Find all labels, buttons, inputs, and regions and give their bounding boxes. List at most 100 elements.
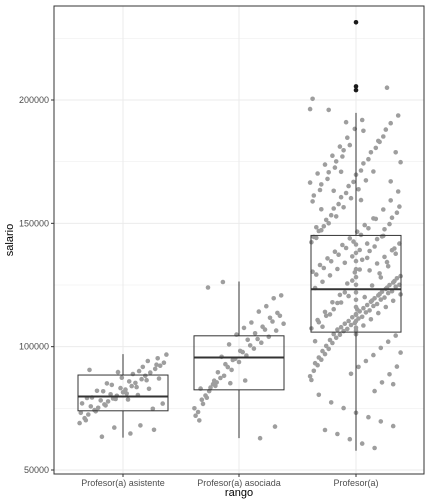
jitter-point bbox=[373, 145, 379, 151]
box-iqr bbox=[193, 335, 285, 391]
jitter-point bbox=[146, 386, 152, 392]
jitter-point bbox=[215, 370, 221, 375]
outlier-point bbox=[353, 87, 359, 93]
jitter-point bbox=[119, 375, 125, 381]
jitter-point bbox=[372, 388, 377, 394]
jitter-point bbox=[130, 371, 136, 377]
jitter-point bbox=[310, 96, 315, 102]
y-tick-label: 200000 bbox=[19, 95, 49, 105]
jitter-point bbox=[368, 150, 374, 155]
jitter-point bbox=[342, 260, 348, 266]
jitter-point bbox=[312, 360, 318, 366]
x-tick-label: Profesor(a) bbox=[333, 478, 378, 488]
jitter-point bbox=[346, 318, 351, 324]
jitter-point bbox=[326, 107, 332, 113]
jitter-point bbox=[343, 245, 349, 251]
y-axis-title: salario bbox=[4, 224, 16, 256]
jitter-point bbox=[323, 217, 329, 223]
jitter-point bbox=[99, 434, 105, 440]
jitter-point bbox=[357, 267, 363, 272]
jitter-point bbox=[150, 406, 156, 412]
jitter-point bbox=[335, 300, 340, 306]
jitter-point bbox=[332, 249, 338, 254]
jitter-point bbox=[385, 264, 391, 269]
jitter-point bbox=[327, 312, 333, 317]
jitter-point bbox=[392, 278, 397, 284]
jitter-point bbox=[278, 293, 284, 298]
jitter-point bbox=[345, 135, 350, 140]
jitter-point bbox=[317, 187, 323, 193]
jitter-point bbox=[361, 161, 366, 166]
jitter-point bbox=[311, 193, 317, 198]
jitter-point bbox=[310, 199, 315, 204]
jitter-point bbox=[321, 224, 327, 229]
jitter-point bbox=[361, 305, 366, 311]
jitter-point bbox=[371, 216, 376, 221]
jitter-point bbox=[316, 355, 322, 360]
jitter-point bbox=[317, 262, 323, 268]
jitter-point bbox=[390, 423, 396, 429]
jitter-point bbox=[378, 419, 384, 424]
jitter-point bbox=[363, 310, 369, 315]
jitter-point bbox=[104, 381, 110, 386]
jitter-point bbox=[393, 333, 399, 338]
jitter-point bbox=[157, 363, 163, 369]
jitter-point bbox=[312, 338, 318, 344]
jitter-point bbox=[366, 156, 371, 162]
jitter-point bbox=[361, 128, 366, 134]
jitter-point bbox=[86, 412, 91, 417]
jitter-point bbox=[374, 261, 380, 266]
jitter-point bbox=[192, 406, 197, 411]
jitter-point bbox=[353, 266, 359, 272]
jitter-point bbox=[385, 290, 391, 296]
jitter-point bbox=[164, 352, 169, 357]
jitter-point bbox=[83, 417, 89, 423]
jitter-point bbox=[108, 392, 113, 397]
jitter-point bbox=[346, 183, 351, 189]
jitter-point bbox=[357, 247, 363, 253]
jitter-point bbox=[230, 357, 236, 363]
jitter-point bbox=[364, 255, 370, 261]
box-layer bbox=[77, 20, 402, 451]
jitter-point bbox=[311, 368, 317, 374]
jitter-point bbox=[367, 308, 372, 313]
jitter-point bbox=[199, 397, 205, 403]
jitter-point bbox=[348, 371, 354, 377]
jitter-point bbox=[205, 285, 211, 290]
jitter-point bbox=[371, 303, 376, 309]
jitter-point bbox=[384, 85, 390, 90]
jitter-point bbox=[363, 178, 369, 183]
jitter-point bbox=[377, 139, 382, 145]
jitter-point bbox=[336, 201, 341, 207]
jitter-point bbox=[98, 398, 103, 403]
jitter-point bbox=[353, 258, 359, 264]
jitter-point bbox=[350, 278, 355, 283]
jitter-point bbox=[394, 364, 400, 369]
outlier-point bbox=[353, 84, 359, 89]
jitter-point bbox=[271, 296, 277, 301]
jitter-point bbox=[330, 300, 335, 305]
jitter-point bbox=[100, 389, 106, 394]
jitter-point bbox=[377, 271, 382, 276]
jitter-point bbox=[144, 377, 149, 383]
jitter-point bbox=[358, 168, 364, 173]
jitter-point bbox=[228, 380, 233, 386]
jitter-point bbox=[338, 324, 344, 330]
jitter-point bbox=[371, 169, 376, 174]
jitter-point bbox=[353, 250, 359, 256]
jitter-point bbox=[337, 332, 343, 338]
jitter-point bbox=[369, 298, 375, 303]
y-tick-label: 100000 bbox=[19, 342, 49, 352]
jitter-point bbox=[340, 242, 345, 248]
jitter-point bbox=[390, 298, 396, 304]
jitter-point bbox=[307, 180, 313, 185]
jitter-point bbox=[335, 327, 340, 332]
jitter-point bbox=[220, 279, 226, 285]
jitter-point bbox=[309, 377, 314, 383]
jitter-point bbox=[118, 385, 123, 391]
x-tick-label: Profesor(a) asistente bbox=[81, 478, 165, 488]
box-iqr bbox=[310, 234, 402, 333]
jitter-point bbox=[138, 423, 143, 428]
